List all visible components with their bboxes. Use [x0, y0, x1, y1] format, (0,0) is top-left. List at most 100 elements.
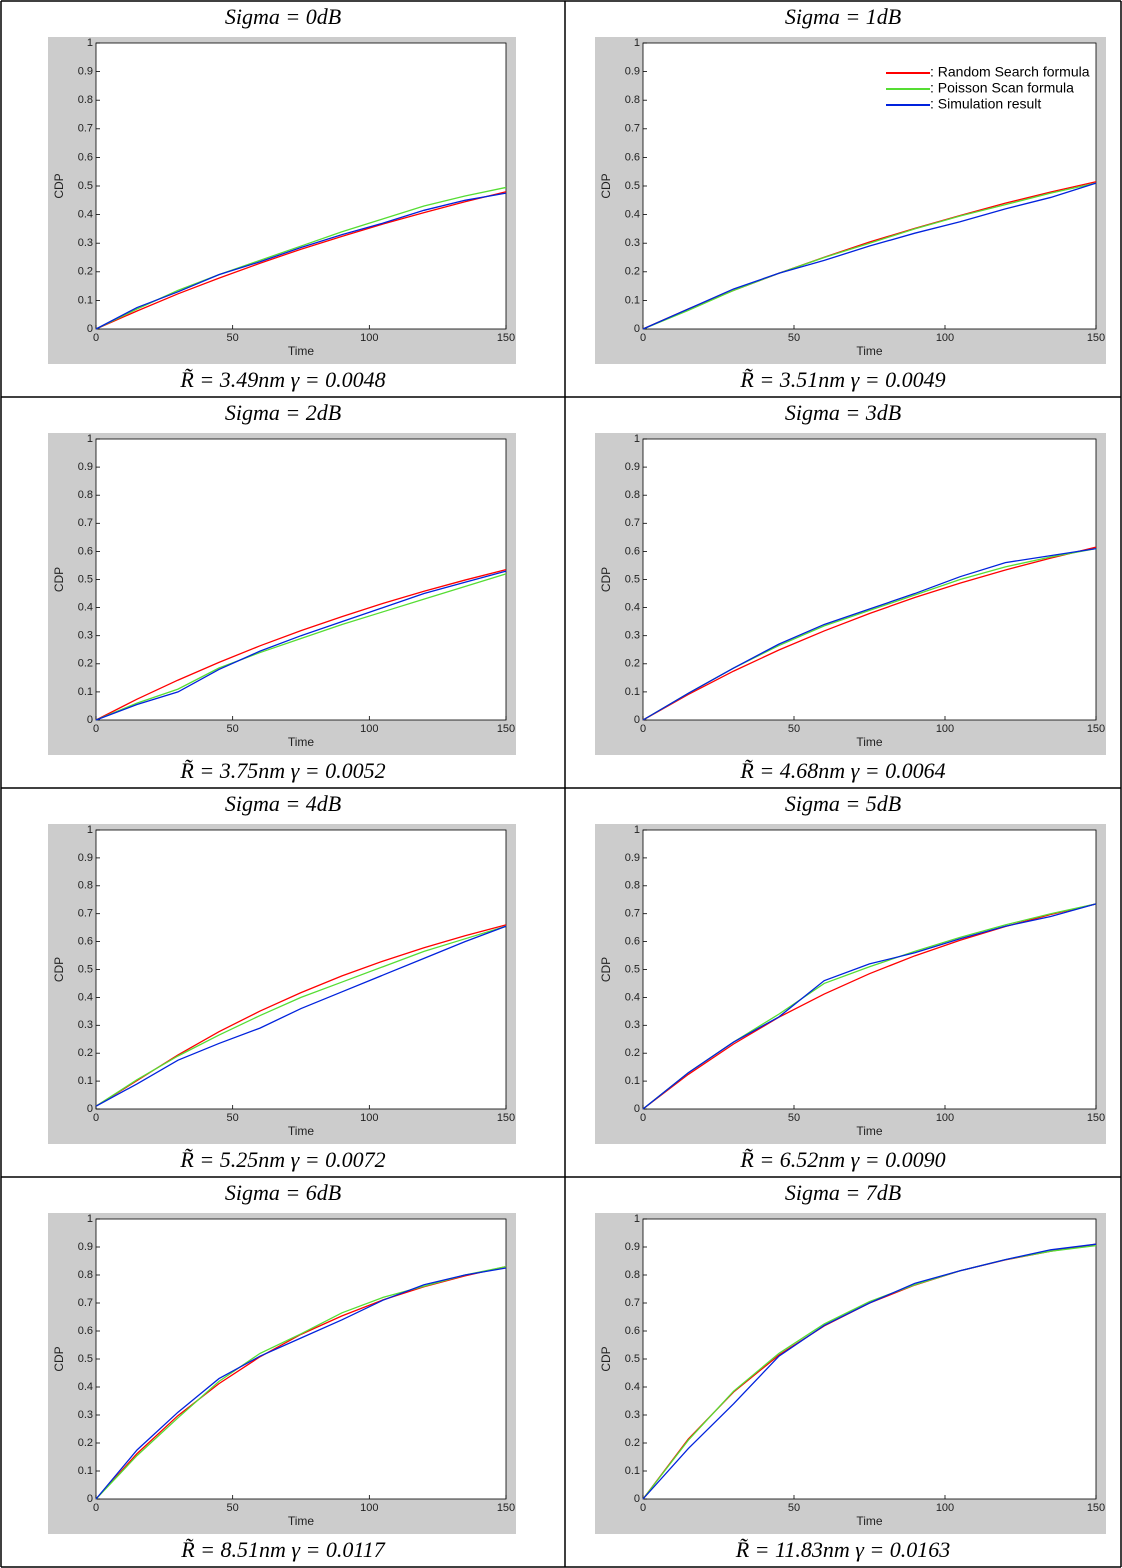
x-tick-label: 100 [936, 723, 954, 735]
x-tick-label: 0 [640, 1502, 646, 1514]
y-tick-label: 0.2 [625, 658, 640, 670]
series-line [642, 182, 1097, 330]
y-tick-label: 0.1 [78, 686, 93, 698]
y-tick-label: 0.8 [625, 880, 640, 892]
y-tick-label: 0.9 [78, 461, 93, 473]
y-tick-label: 0.2 [78, 1047, 93, 1059]
y-tick-label: 0.8 [78, 880, 93, 892]
x-axis-label: Time [856, 344, 883, 358]
x-tick-label: 0 [93, 723, 99, 735]
x-tick-label: 0 [640, 1112, 646, 1124]
x-tick-label: 150 [497, 723, 515, 735]
legend-label: : Simulation result [930, 96, 1041, 112]
chart-cell: Sigma = 0dB R̃ = 3.49nm γ = 0.0048 0 0.1 0.2… [48, 4, 516, 392]
x-tick-label: 150 [497, 1112, 515, 1124]
chart-caption: R̃ = 11.83nm γ = 0.0163 [735, 1537, 951, 1562]
x-axis-label: Time [288, 344, 315, 358]
x-tick-label: 0 [640, 723, 646, 735]
x-axis-label: Time [288, 1514, 315, 1528]
y-tick-label: 0.4 [78, 602, 93, 614]
y-tick-label: 0.2 [625, 1437, 640, 1449]
x-tick-label: 150 [1087, 1112, 1105, 1124]
y-tick-label: 0.9 [78, 1241, 93, 1253]
y-tick-label: 0.8 [78, 1269, 93, 1281]
y-tick-label: 0.8 [78, 94, 93, 106]
y-tick-label: 0.4 [78, 209, 93, 221]
y-axis-label: CDP [52, 1346, 66, 1371]
chart-caption: R̃ = 3.49nm γ = 0.0048 [179, 367, 385, 392]
y-tick-label: 0.7 [625, 123, 640, 135]
x-axis-label: Time [288, 735, 315, 749]
chart-title: Sigma = 4dB [225, 791, 341, 816]
y-tick-label: 0.7 [625, 1297, 640, 1309]
x-axis-label: Time [288, 1124, 315, 1138]
series-line [95, 191, 507, 330]
x-axis-label: Time [856, 735, 883, 749]
y-axis-label: CDP [599, 567, 613, 592]
x-tick-label: 150 [497, 332, 515, 344]
y-tick-label: 1 [634, 37, 640, 49]
y-tick-label: 0.1 [625, 1465, 640, 1477]
series-line [95, 573, 507, 721]
plot-area [95, 1218, 507, 1500]
series-line [95, 570, 507, 721]
y-tick-label: 0.6 [625, 545, 640, 557]
y-tick-label: 1 [634, 824, 640, 836]
chart-caption: R̃ = 8.51nm γ = 0.0117 [180, 1537, 386, 1562]
y-tick-label: 0 [634, 323, 640, 335]
x-tick-label: 100 [936, 1502, 954, 1514]
y-tick-label: 0.9 [78, 66, 93, 78]
series-line [642, 903, 1097, 1110]
y-tick-label: 0.6 [78, 545, 93, 557]
y-tick-label: 0 [87, 323, 93, 335]
y-tick-label: 0.7 [625, 517, 640, 529]
x-tick-label: 0 [93, 1112, 99, 1124]
x-tick-label: 150 [497, 1502, 515, 1514]
y-tick-label: 0.9 [625, 461, 640, 473]
y-tick-label: 0.5 [78, 573, 93, 585]
y-tick-label: 0 [634, 1493, 640, 1505]
y-tick-label: 0.4 [625, 991, 640, 1003]
x-tick-label: 50 [788, 1502, 800, 1514]
y-tick-label: 0.5 [625, 180, 640, 192]
y-tick-label: 0.1 [78, 1465, 93, 1477]
x-tick-label: 100 [360, 723, 378, 735]
chart-title: Sigma = 1dB [785, 4, 901, 29]
y-tick-label: 0.8 [625, 489, 640, 501]
y-tick-label: 0.3 [625, 1019, 640, 1031]
y-tick-label: 0.2 [625, 1047, 640, 1059]
series-line [95, 1267, 507, 1500]
y-tick-label: 0.5 [78, 1353, 93, 1365]
y-tick-label: 0.9 [625, 852, 640, 864]
x-tick-label: 150 [1087, 723, 1105, 735]
chart-cell: Sigma = 5dB R̃ = 6.52nm γ = 0.0090 0 0.1 0.2… [595, 791, 1106, 1172]
x-axis-label: Time [856, 1124, 883, 1138]
y-tick-label: 0.5 [78, 180, 93, 192]
chart-cell: Sigma = 7dB R̃ = 11.83nm γ = 0.0163 0 0.1 0.… [595, 1180, 1106, 1562]
series-line [642, 546, 1097, 721]
y-tick-label: 0.1 [78, 1075, 93, 1087]
y-axis-label: CDP [599, 1346, 613, 1371]
chart-title: Sigma = 0dB [225, 4, 341, 29]
y-tick-label: 0.5 [625, 1353, 640, 1365]
series-line [95, 925, 507, 1107]
y-axis-label: CDP [599, 173, 613, 198]
y-tick-label: 0.2 [78, 658, 93, 670]
y-tick-label: 0.6 [78, 936, 93, 948]
y-tick-label: 0.4 [625, 1381, 640, 1393]
series-line [642, 1243, 1097, 1500]
y-tick-label: 0.4 [625, 602, 640, 614]
y-tick-label: 0.3 [625, 1409, 640, 1421]
y-tick-label: 0.2 [78, 1437, 93, 1449]
plot-area [95, 42, 507, 330]
y-tick-label: 1 [634, 433, 640, 445]
x-axis-label: Time [856, 1514, 883, 1528]
y-tick-label: 1 [87, 824, 93, 836]
y-tick-label: 0.7 [78, 1297, 93, 1309]
y-tick-label: 0.2 [78, 266, 93, 278]
y-axis-label: CDP [52, 567, 66, 592]
plot-area [642, 42, 1097, 330]
y-tick-label: 1 [87, 1213, 93, 1225]
